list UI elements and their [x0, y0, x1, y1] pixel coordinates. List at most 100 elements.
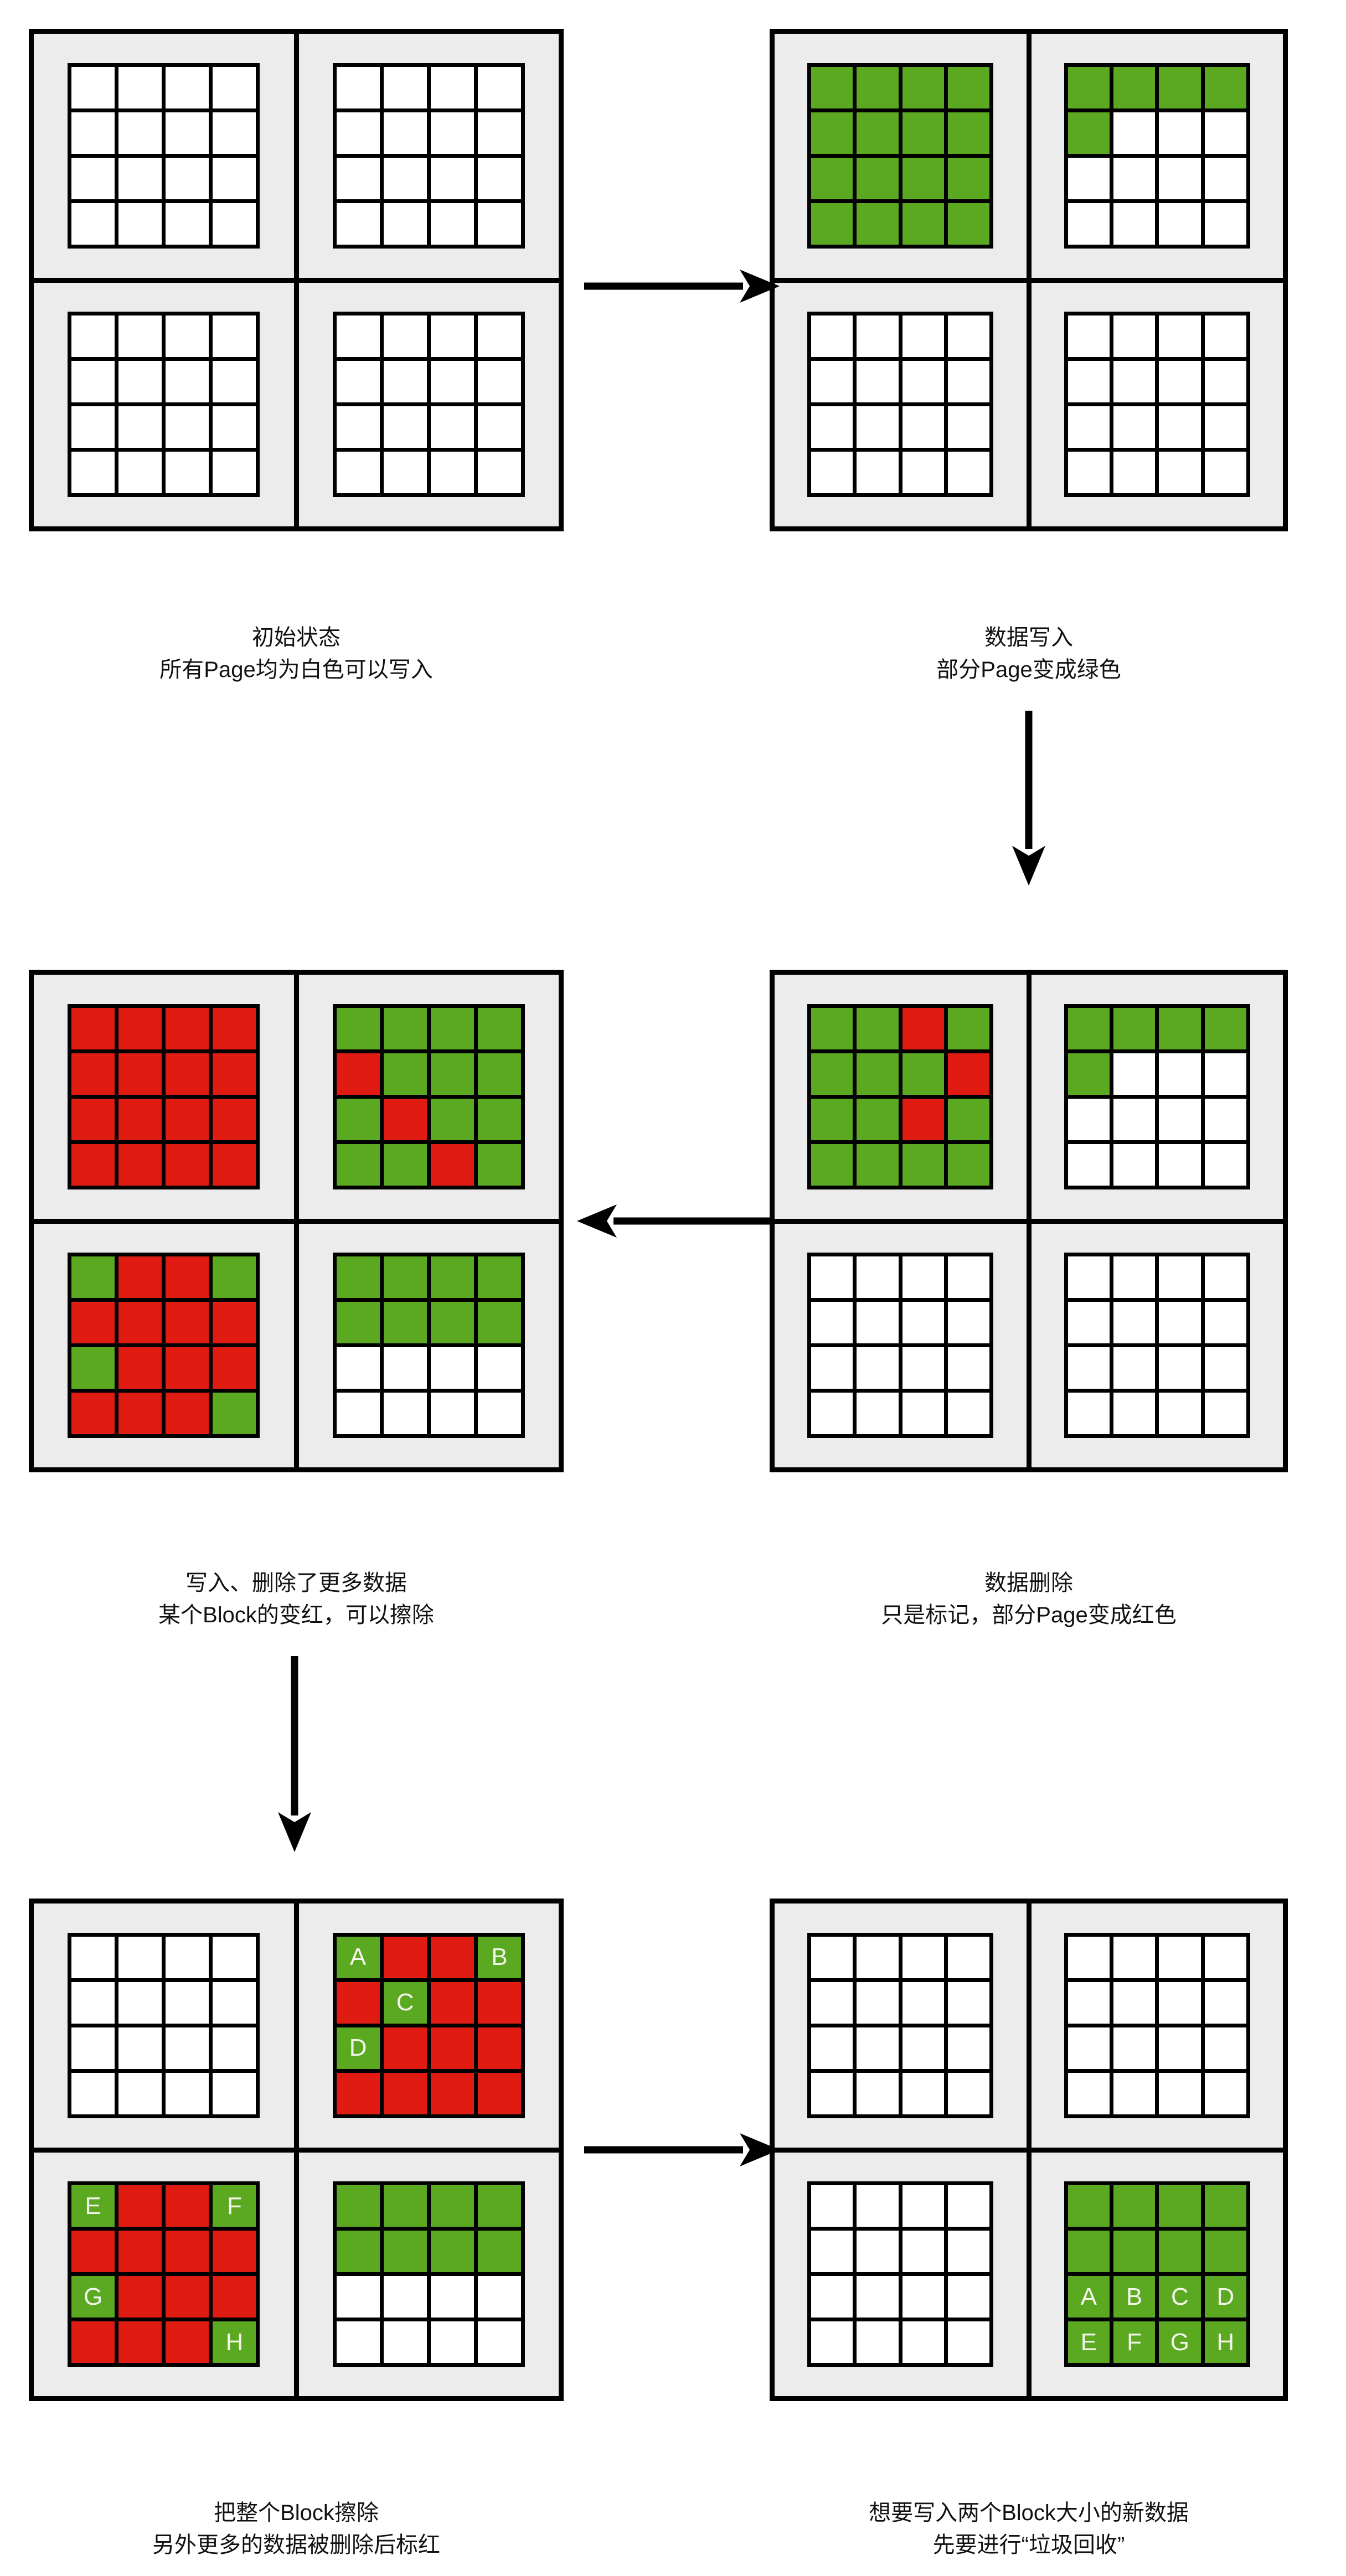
page-valid: [811, 112, 853, 154]
page-free: [1113, 203, 1156, 245]
page-invalid: [213, 1007, 256, 1049]
page-free: [213, 315, 256, 358]
page-free: [166, 203, 209, 245]
page-free: [118, 1936, 162, 1978]
flash-block: [298, 975, 559, 1219]
page-invalid: [477, 1982, 521, 2024]
page-free: [811, 406, 853, 448]
page-free: [902, 2231, 945, 2273]
arrow-deleted-to-more-left-icon: [577, 1204, 772, 1238]
panel-initial-state: [29, 29, 564, 531]
page-valid: [948, 66, 990, 108]
page-valid: [1067, 2185, 1110, 2227]
page-free: [71, 315, 115, 358]
page-valid: [1067, 112, 1110, 154]
page-valid: [857, 1007, 899, 1049]
arrow-initial-to-written-right-icon: [584, 270, 780, 303]
page-free: [1067, 1393, 1110, 1435]
page-invalid: [213, 2276, 256, 2318]
page-valid: [430, 2185, 474, 2227]
caption-line: 先要进行“垃圾回收”: [932, 2533, 1125, 2557]
page-free: [857, 2185, 899, 2227]
page-free: [811, 361, 853, 403]
flash-block: [775, 282, 1027, 526]
page-invalid: [948, 1053, 990, 1095]
page-free: [1159, 2027, 1201, 2069]
page-free: [857, 2072, 899, 2114]
page-free: [336, 361, 380, 403]
page-free: [166, 1982, 209, 2024]
page-free: [430, 203, 474, 245]
page-free: [902, 1936, 945, 1978]
flash-block: [775, 2152, 1027, 2396]
page-valid: [811, 66, 853, 108]
flash-block: [1031, 282, 1283, 526]
page-invalid: [71, 1098, 115, 1140]
caption-line: 想要写入两个Block大小的新数据: [869, 2501, 1189, 2525]
page-free: [948, 1393, 990, 1435]
page-free: [1113, 1393, 1156, 1435]
page-free: [213, 406, 256, 448]
page-free: [71, 1936, 115, 1978]
page-grid: [807, 1253, 994, 1439]
page-free: [336, 157, 380, 199]
page-free: [213, 203, 256, 245]
page-free: [857, 452, 899, 494]
page-invalid: [336, 2072, 380, 2114]
page-valid: [1204, 66, 1246, 108]
page-free: [1204, 452, 1246, 494]
page-free: [1067, 157, 1110, 199]
page-free: [902, 361, 945, 403]
page-free: [166, 315, 209, 358]
page-free: [948, 2276, 990, 2318]
page-valid: [1204, 2185, 1246, 2227]
page-free: [430, 361, 474, 403]
page-free: [1159, 315, 1201, 358]
page-free: [857, 315, 899, 358]
page-valid: H: [213, 2321, 256, 2363]
page-grid: [807, 2181, 994, 2367]
page-valid: [477, 1007, 521, 1049]
page-free: [383, 112, 427, 154]
page-free: [430, 452, 474, 494]
page-valid: [811, 1007, 853, 1049]
page-free: [1113, 1053, 1156, 1095]
flash-block: E F G H: [34, 2152, 294, 2396]
page-free: [336, 2321, 380, 2363]
flash-block: [34, 282, 294, 526]
page-free: [1113, 315, 1156, 358]
page-free: [1159, 1393, 1201, 1435]
page-free: [811, 1393, 853, 1435]
page-free: [118, 157, 162, 199]
page-grid: [332, 1253, 525, 1439]
page-free: [166, 361, 209, 403]
page-valid: [383, 1302, 427, 1344]
page-free: [383, 452, 427, 494]
caption-line: 数据删除: [984, 1571, 1073, 1595]
page-label: F: [1127, 2328, 1142, 2356]
page-invalid: [71, 2231, 115, 2273]
flash-block: [34, 975, 294, 1219]
page-invalid: [430, 1936, 474, 1978]
page-valid: [857, 157, 899, 199]
page-free: [857, 406, 899, 448]
page-free: [811, 2321, 853, 2363]
page-free: [1067, 452, 1110, 494]
arrow-erased-to-gc-right-icon: [584, 2133, 780, 2166]
page-free: [857, 1302, 899, 1344]
page-valid: [948, 157, 990, 199]
page-valid: [1204, 2231, 1246, 2273]
page-invalid: [383, 2072, 427, 2114]
page-free: [1113, 1936, 1156, 1978]
page-free: [1067, 1098, 1110, 1140]
page-free: [1159, 1347, 1201, 1389]
page-invalid: [71, 2321, 115, 2363]
page-free: [811, 452, 853, 494]
page-valid: B: [1113, 2276, 1156, 2318]
page-valid: [430, 1007, 474, 1049]
page-free: [1204, 1256, 1246, 1299]
page-invalid: [213, 1053, 256, 1095]
page-free: [1113, 1982, 1156, 2024]
page-valid: [1159, 1007, 1201, 1049]
page-free: [71, 157, 115, 199]
